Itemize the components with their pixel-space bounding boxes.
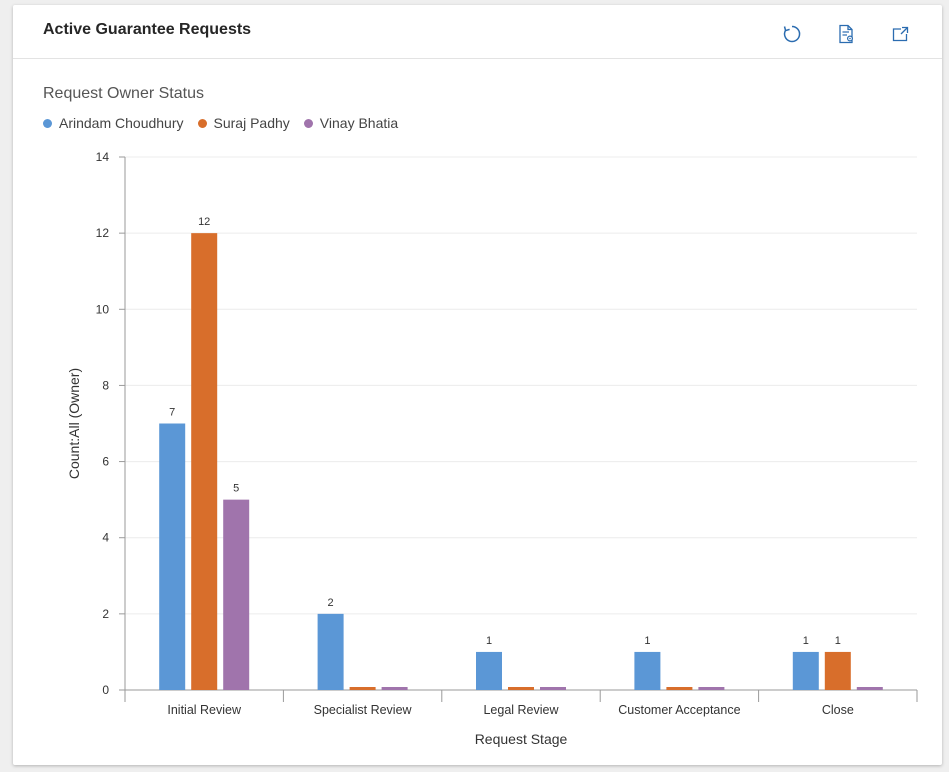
bar[interactable] (349, 687, 376, 690)
data-label: 1 (644, 635, 650, 647)
card-title: Active Guarantee Requests (43, 21, 252, 38)
expand-button[interactable] (886, 21, 914, 47)
y-tick-label: 6 (102, 455, 109, 469)
bar[interactable] (508, 687, 534, 690)
legend-item-arindam-choudhury[interactable]: Arindam Choudhury (43, 115, 184, 131)
x-tick-label: Initial Review (167, 703, 242, 717)
data-label: 12 (198, 216, 210, 228)
expand-icon (892, 26, 909, 42)
header-toolbar (778, 21, 914, 47)
chart-legend: Arindam Choudhury Suraj Padhy Vinay Bhat… (43, 115, 398, 131)
y-tick-label: 0 (102, 683, 109, 697)
bar[interactable] (159, 423, 186, 691)
chart-card: Active Guarantee Requests (13, 5, 942, 765)
legend-label: Suraj Padhy (213, 115, 290, 131)
x-tick-label: Customer Acceptance (618, 703, 740, 717)
data-label: 5 (233, 483, 239, 495)
legend-label: Arindam Choudhury (59, 115, 184, 131)
legend-label: Vinay Bhatia (319, 115, 399, 131)
y-axis-title: Count:All (Owner) (66, 368, 82, 479)
refresh-icon (783, 25, 801, 43)
x-tick-label: Close (822, 703, 854, 717)
bar[interactable] (698, 687, 725, 690)
data-label: 1 (835, 635, 841, 647)
data-label: 1 (803, 635, 809, 647)
data-label: 2 (328, 597, 334, 609)
view-records-icon (839, 24, 854, 44)
chart-title: Request Owner Status (43, 85, 204, 102)
y-tick-label: 14 (96, 150, 110, 164)
x-tick-label: Legal Review (483, 703, 559, 717)
card-header: Active Guarantee Requests (13, 5, 942, 59)
bar[interactable] (381, 687, 408, 690)
x-tick-label: Specialist Review (314, 703, 413, 717)
y-tick-label: 4 (102, 531, 109, 545)
bar[interactable] (223, 499, 250, 690)
legend-swatch (43, 118, 52, 128)
legend-item-vinay-bhatia[interactable]: Vinay Bhatia (303, 115, 399, 131)
bar[interactable] (317, 613, 344, 690)
y-tick-label: 10 (96, 302, 110, 316)
refresh-button[interactable] (778, 21, 806, 47)
legend-item-suraj-padhy[interactable]: Suraj Padhy (197, 115, 290, 131)
y-tick-label: 8 (102, 378, 109, 392)
bar[interactable] (540, 687, 566, 690)
view-records-button[interactable] (832, 21, 860, 47)
data-label: 1 (486, 635, 492, 647)
bar[interactable] (856, 687, 883, 690)
bar[interactable] (666, 687, 693, 690)
bar[interactable] (792, 651, 819, 690)
x-axis-title: Request Stage (475, 731, 568, 747)
y-tick-label: 2 (102, 607, 109, 621)
y-tick-label: 12 (96, 226, 110, 240)
bar[interactable] (634, 651, 661, 690)
legend-swatch (303, 118, 313, 128)
data-label: 7 (169, 407, 175, 419)
bar[interactable] (476, 651, 502, 690)
bar[interactable] (824, 651, 851, 690)
legend-swatch (197, 118, 207, 128)
bar[interactable] (191, 233, 218, 690)
